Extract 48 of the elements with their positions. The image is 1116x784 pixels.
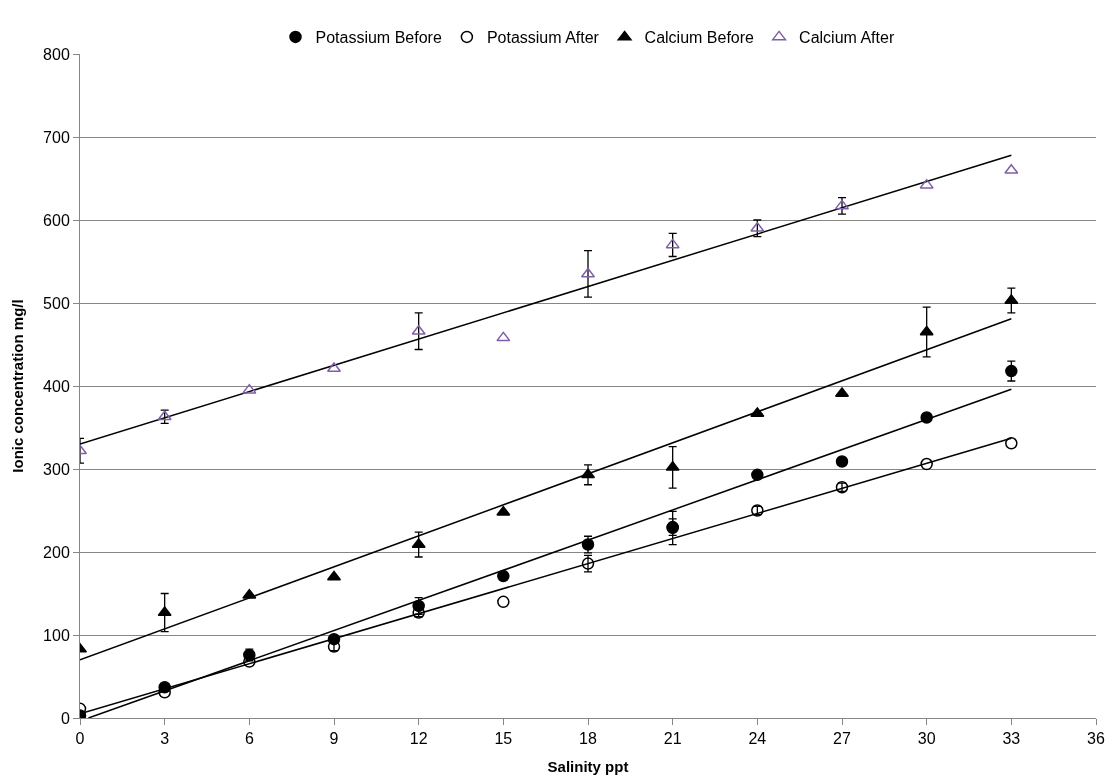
point <box>751 468 764 482</box>
point <box>919 325 934 336</box>
y-axis-title: Ionic concentration mg/l <box>9 299 27 473</box>
y-tick-label: 500 <box>43 294 70 312</box>
point <box>920 411 933 424</box>
y-tick-label: 200 <box>43 543 70 561</box>
y-tick-label: 100 <box>43 626 70 644</box>
x-tick-label: 27 <box>833 730 851 748</box>
legend-label: Calcium After <box>799 29 895 47</box>
point <box>920 457 933 471</box>
y-tick-label: 0 <box>60 709 70 727</box>
point <box>496 331 511 342</box>
y-tick-label: 600 <box>43 211 70 229</box>
x-tick-label: 6 <box>244 730 254 748</box>
x-tick-label: 3 <box>160 730 170 748</box>
point <box>496 505 511 516</box>
point <box>835 455 849 468</box>
y-tick-label: 300 <box>43 460 70 478</box>
point <box>1005 364 1018 378</box>
point <box>1004 163 1019 174</box>
x-tick-label: 36 <box>1087 730 1105 748</box>
x-tick-label: 0 <box>75 730 85 748</box>
point <box>157 606 172 617</box>
point <box>242 383 257 394</box>
y-tick-label: 400 <box>43 377 70 395</box>
point <box>411 538 426 549</box>
x-tick-label: 24 <box>748 730 767 748</box>
legend-label: Potassium After <box>486 29 600 47</box>
point <box>1005 437 1018 450</box>
x-tick-label: 15 <box>494 730 513 748</box>
point <box>411 324 426 335</box>
point <box>497 569 510 583</box>
legend-label: Calcium Before <box>644 29 755 47</box>
x-tick-label: 12 <box>409 730 428 748</box>
x-tick-label: 30 <box>917 730 936 748</box>
y-tick-label: 700 <box>43 128 70 146</box>
point <box>919 178 934 189</box>
point <box>1004 294 1019 305</box>
y-tick-label: 800 <box>43 45 70 63</box>
x-axis-title: Salinity ppt <box>547 758 629 776</box>
legend-label: Potassium Before <box>315 29 442 47</box>
x-tick-label: 21 <box>663 730 682 748</box>
point <box>665 238 680 249</box>
x-tick-label: 18 <box>579 730 597 748</box>
x-tick-label: 9 <box>329 730 339 748</box>
point <box>242 588 257 599</box>
x-tick-label: 33 <box>1002 730 1021 748</box>
point <box>497 595 510 609</box>
